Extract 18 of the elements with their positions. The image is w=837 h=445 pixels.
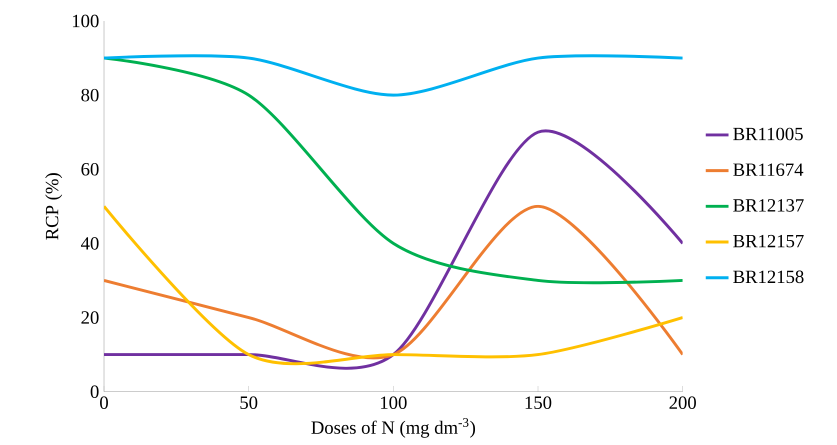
- y-axis-title: RCP (%): [45, 173, 62, 240]
- y-tick-label: 80: [81, 88, 99, 102]
- x-tick-label: 150: [526, 396, 552, 409]
- legend-label: BR12157: [733, 234, 804, 248]
- x-axis-title: Doses of N (mg dm$^{-3}$): [311, 418, 476, 438]
- y-tick-label: 100: [72, 14, 99, 28]
- x-tick-label: 100: [380, 396, 407, 409]
- y-tick-label: 60: [81, 162, 99, 176]
- x-tick-label: 0: [100, 396, 108, 409]
- legend-label: BR11674: [733, 163, 804, 176]
- legend-label: BR11005: [733, 128, 803, 140]
- legend-label: BR12158: [733, 270, 804, 284]
- y-tick-label: 40: [80, 237, 99, 250]
- x-tick-label: 50: [240, 396, 258, 409]
- y-tick-label: 20: [81, 311, 99, 324]
- y-tick-label: 0: [90, 385, 99, 398]
- x-tick-label: 200: [669, 396, 696, 409]
- legend-label: BR12137: [733, 199, 804, 212]
